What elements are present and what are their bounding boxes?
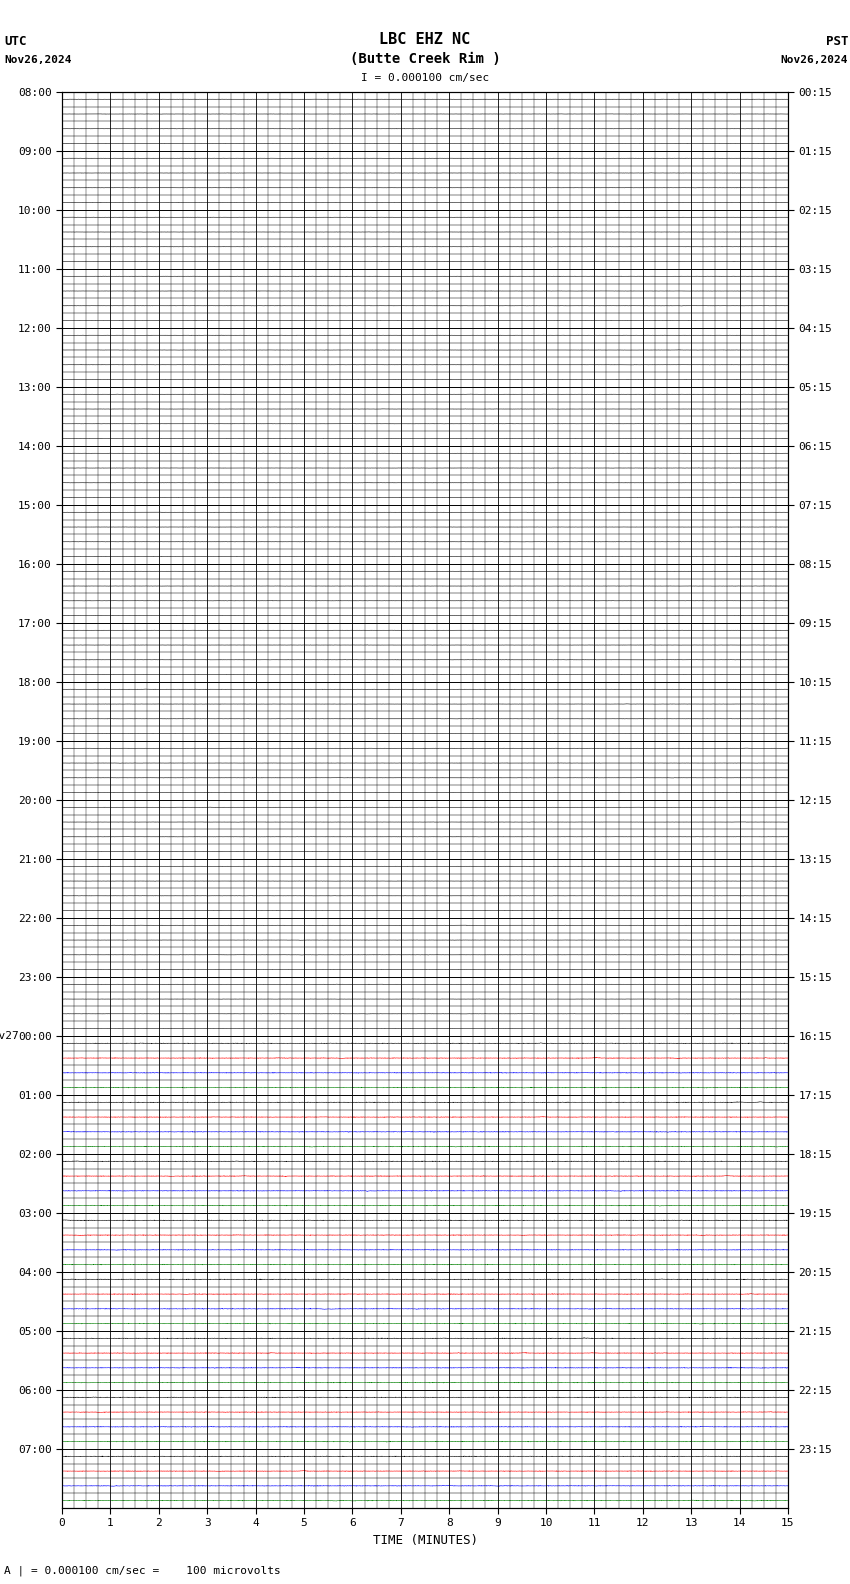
Text: PST: PST: [826, 35, 848, 48]
X-axis label: TIME (MINUTES): TIME (MINUTES): [372, 1533, 478, 1548]
Text: LBC EHZ NC: LBC EHZ NC: [379, 32, 471, 46]
Text: Nov26,2024: Nov26,2024: [4, 55, 71, 65]
Text: Nov27: Nov27: [0, 1031, 20, 1041]
Text: A | = 0.000100 cm/sec =    100 microvolts: A | = 0.000100 cm/sec = 100 microvolts: [4, 1565, 281, 1576]
Text: UTC: UTC: [4, 35, 26, 48]
Text: I = 0.000100 cm/sec: I = 0.000100 cm/sec: [361, 73, 489, 82]
Text: Nov26,2024: Nov26,2024: [781, 55, 848, 65]
Text: (Butte Creek Rim ): (Butte Creek Rim ): [349, 52, 501, 67]
